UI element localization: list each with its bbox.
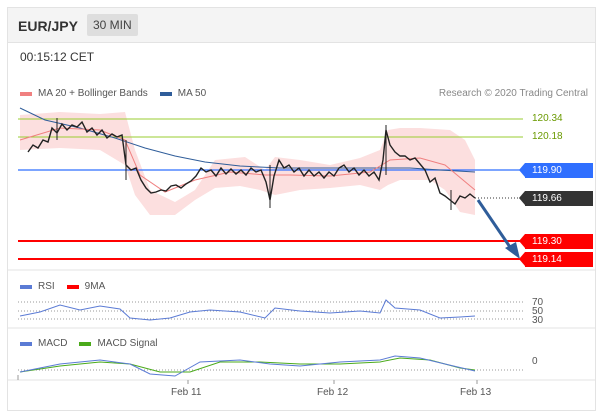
price-wicks (56, 118, 452, 210)
pivot-tag: 119.90 (519, 163, 593, 178)
rsi-panel (18, 299, 523, 321)
level-r2-label: 120.34 (532, 113, 563, 124)
xaxis-label-feb13: Feb 13 (460, 387, 492, 398)
rsi-level-70: 70 (532, 297, 544, 308)
level-r1-label: 120.18 (532, 131, 563, 142)
chart-header: EUR/JPY 30 MIN (8, 8, 595, 43)
price-series (27, 120, 476, 206)
xaxis-label-feb12: Feb 12 (317, 387, 349, 398)
price-legend: MA 20 + Bollinger Bands MA 50 (20, 88, 218, 99)
last-price-tag: 119.66 (519, 191, 593, 206)
legend-rsi9-label: 9MA (84, 281, 106, 292)
legend-macd-signal-label: MACD Signal (97, 338, 158, 349)
macd-swatch-icon (20, 341, 32, 346)
bollinger-swatch-icon (20, 91, 32, 96)
legend-bollinger: MA 20 + Bollinger Bands (20, 88, 148, 99)
macd-signal-line (19, 357, 476, 373)
ma50-swatch-icon (159, 91, 172, 96)
legend-rsi-label: RSI (38, 281, 55, 292)
legend-macd-signal: MACD Signal (79, 338, 157, 349)
legend-ma50: MA 50 (159, 88, 207, 99)
macd-zero-label: 0 (532, 356, 538, 367)
rsi-legend: RSI 9MA (20, 281, 117, 292)
support-s1-value: 119.30 (532, 236, 562, 247)
last-price-value: 119.66 (532, 193, 562, 204)
legend-rsi9: 9MA (66, 281, 106, 292)
legend-rsi: RSI (20, 281, 55, 292)
xaxis-label-feb11: Feb 11 (171, 387, 202, 398)
rsi9-swatch-icon (66, 284, 79, 289)
rsi-level-30: 30 (532, 315, 544, 326)
rsi-swatch-icon (20, 284, 32, 289)
support-s2-tag: 119.14 (519, 252, 593, 267)
legend-macd: MACD (20, 338, 67, 349)
macd-line (19, 355, 476, 377)
macd-signal-swatch-icon (79, 341, 92, 346)
macd-legend: MACD MACD Signal (20, 338, 169, 349)
support-s2-value: 119.14 (532, 254, 562, 265)
legend-macd-label: MACD (38, 338, 68, 349)
bollinger-band (20, 112, 475, 215)
timestamp: 00:15:12 CET (20, 50, 95, 64)
rsi-line (19, 299, 476, 321)
forecast-arrow (476, 199, 514, 251)
rsi-level-50: 50 (532, 306, 544, 317)
symbol-title: EUR/JPY (18, 18, 78, 34)
forecast-arrow-head-icon (505, 242, 520, 259)
legend-bollinger-label: MA 20 + Bollinger Bands (38, 88, 148, 99)
pivot-value: 119.90 (532, 165, 562, 176)
credit-text: Research © 2020 Trading Central (438, 88, 588, 99)
macd-panel (17, 355, 523, 380)
legend-ma50-label: MA 50 (177, 88, 207, 99)
timeframe-button[interactable]: 30 MIN (87, 14, 138, 36)
support-s1-tag: 119.30 (519, 234, 593, 249)
